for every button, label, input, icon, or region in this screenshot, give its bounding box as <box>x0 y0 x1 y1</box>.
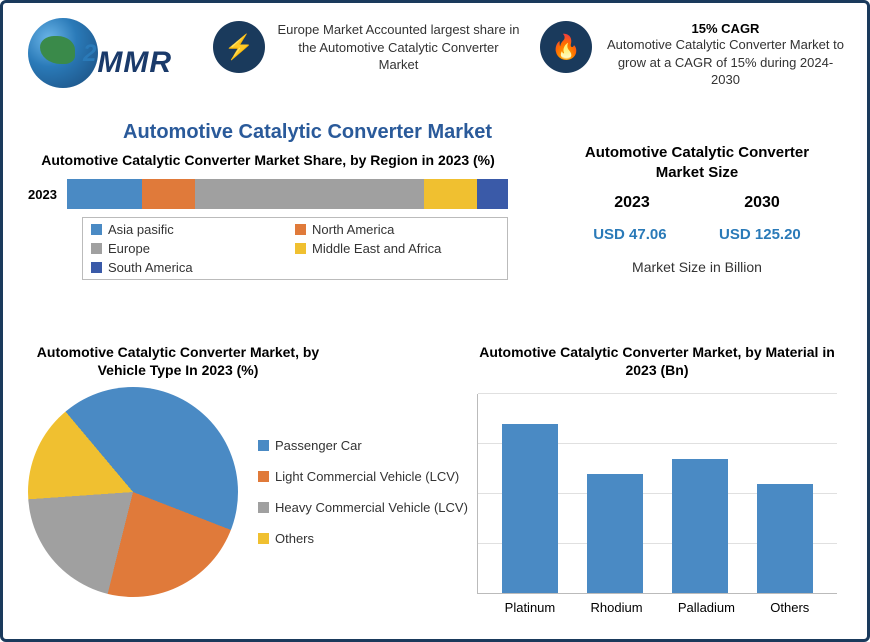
region-chart-title: Automotive Catalytic Converter Market Sh… <box>28 151 508 169</box>
region-segment <box>67 179 142 209</box>
legend-swatch <box>295 243 306 254</box>
legend-label: Others <box>275 531 314 546</box>
mmr-logo: 2MMR <box>28 18 188 93</box>
logo-text: 2MMR <box>83 40 172 80</box>
size-value-b: USD 125.20 <box>719 226 801 243</box>
legend-swatch <box>91 243 102 254</box>
page-title: Automotive Catalytic Converter Market <box>123 121 492 144</box>
size-year-b: 2030 <box>744 194 780 212</box>
legend-swatch <box>295 224 306 235</box>
callout-europe: ⚡ Europe Market Accounted largest share … <box>213 21 520 89</box>
legend-swatch <box>91 224 102 235</box>
pie-chart-block: Automotive Catalytic Converter Market, b… <box>28 343 478 597</box>
bar-label: Platinum <box>505 600 556 615</box>
legend-item: Europe <box>91 241 295 256</box>
bar-label: Rhodium <box>591 600 643 615</box>
legend-swatch <box>258 471 269 482</box>
legend-label: Heavy Commercial Vehicle (LCV) <box>275 500 468 515</box>
legend-item: Asia pasific <box>91 222 295 237</box>
legend-item: Light Commercial Vehicle (LCV) <box>258 469 468 484</box>
market-size-block: Automotive Catalytic Converter Market Si… <box>567 143 827 275</box>
bolt-icon: ⚡ <box>213 21 265 73</box>
bar-chart-title: Automotive Catalytic Converter Market, b… <box>477 343 837 379</box>
region-segment <box>195 179 424 209</box>
callout-europe-text: Europe Market Accounted largest share in… <box>277 21 520 89</box>
legend-item: Heavy Commercial Vehicle (LCV) <box>258 500 468 515</box>
bar <box>502 424 558 593</box>
legend-swatch <box>258 533 269 544</box>
region-chart: Automotive Catalytic Converter Market Sh… <box>28 151 508 280</box>
bar <box>587 474 643 593</box>
legend-label: Light Commercial Vehicle (LCV) <box>275 469 459 484</box>
size-year-a: 2023 <box>614 194 650 212</box>
region-segment <box>477 179 508 209</box>
legend-swatch <box>258 440 269 451</box>
legend-item: South America <box>91 260 499 275</box>
legend-item: Others <box>258 531 468 546</box>
pie-chart-title: Automotive Catalytic Converter Market, b… <box>28 343 328 379</box>
bar <box>757 484 813 593</box>
legend-label: South America <box>108 260 193 275</box>
pie-chart <box>28 387 238 597</box>
market-size-title: Automotive Catalytic Converter Market Si… <box>567 143 827 182</box>
region-segment <box>142 179 195 209</box>
legend-label: North America <box>312 222 394 237</box>
top-callouts: ⚡ Europe Market Accounted largest share … <box>213 21 847 89</box>
legend-item: North America <box>295 222 499 237</box>
size-caption: Market Size in Billion <box>567 259 827 275</box>
legend-label: Middle East and Africa <box>312 241 441 256</box>
legend-swatch <box>91 262 102 273</box>
region-segment <box>424 179 477 209</box>
cagr-text: Automotive Catalytic Converter Market to… <box>604 36 847 89</box>
region-legend: Asia pasific North America Europe Middle Ea… <box>82 217 508 280</box>
legend-item: Middle East and Africa <box>295 241 499 256</box>
bar-chart <box>477 394 837 594</box>
bar-label: Others <box>770 600 809 615</box>
legend-label: Passenger Car <box>275 438 362 453</box>
callout-cagr: 🔥 15% CAGR Automotive Catalytic Converte… <box>540 21 847 89</box>
bar-label: Palladium <box>678 600 735 615</box>
legend-item: Passenger Car <box>258 438 468 453</box>
bar <box>672 459 728 593</box>
legend-swatch <box>258 502 269 513</box>
size-value-a: USD 47.06 <box>593 226 666 243</box>
legend-label: Asia pasific <box>108 222 174 237</box>
flame-icon: 🔥 <box>540 21 592 73</box>
region-stacked-bar <box>67 179 508 209</box>
legend-label: Europe <box>108 241 150 256</box>
pie-legend: Passenger Car Light Commercial Vehicle (L… <box>258 438 468 546</box>
gridline <box>478 393 837 394</box>
material-bar-block: Automotive Catalytic Converter Market, b… <box>477 343 837 615</box>
cagr-title: 15% CAGR <box>604 21 847 36</box>
region-year-label: 2023 <box>28 187 57 202</box>
bar-x-labels: Platinum Rhodium Palladium Others <box>477 600 837 615</box>
